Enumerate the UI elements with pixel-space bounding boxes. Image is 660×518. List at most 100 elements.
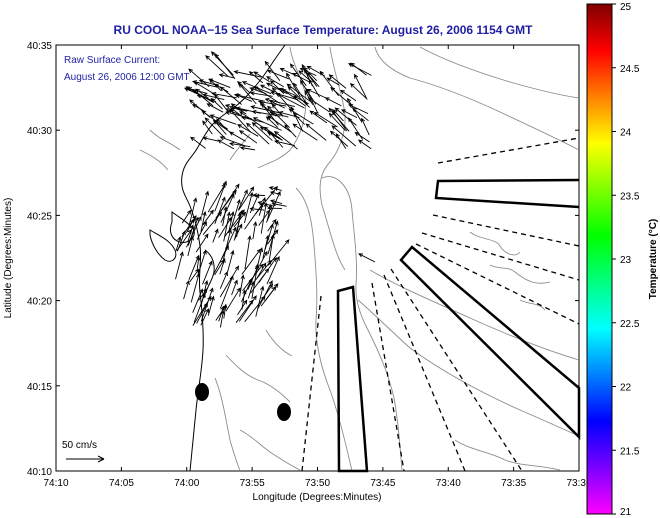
- current-vector: [252, 193, 265, 198]
- current-vector: [304, 90, 314, 105]
- current-vector: [313, 111, 338, 128]
- current-vector: [202, 136, 219, 142]
- current-vector: [269, 190, 281, 195]
- y-axis-ticks: 40:35 40:30 40:25 40:20 40:15 40:10: [27, 41, 579, 478]
- current-vector: [271, 103, 283, 117]
- colorbar-tick-label: 21.5: [620, 446, 640, 457]
- current-vector: [224, 108, 240, 116]
- current-vector: [329, 130, 349, 147]
- current-vector: [217, 139, 235, 150]
- current-vector: [271, 87, 291, 109]
- x-axis-label: Longitude (Degrees:Minutes): [253, 492, 382, 503]
- current-vector: [287, 86, 310, 108]
- current-vector: [292, 123, 318, 141]
- current-vector: [266, 69, 290, 80]
- current-vector: [258, 257, 277, 284]
- current-vector: [202, 93, 225, 101]
- current-vector: [235, 94, 253, 102]
- current-vector: [205, 55, 229, 77]
- colorbar-tick-label: 24: [620, 128, 632, 139]
- current-vector: [266, 76, 284, 88]
- current-vector: [331, 125, 357, 147]
- current-vector: [230, 106, 248, 112]
- current-vector: [239, 111, 264, 129]
- y-axis-label: Latitude (Degrees:Minutes): [3, 198, 14, 319]
- current-vector: [340, 109, 358, 119]
- current-vector: [305, 123, 327, 141]
- bathymetry-contours: [139, 46, 580, 472]
- current-vector: [214, 180, 227, 212]
- current-vector: [300, 79, 317, 105]
- current-vector: [261, 283, 274, 301]
- current-vector: [227, 249, 235, 273]
- sampling-boxes: [336, 178, 581, 473]
- y-tick-label: 40:30: [27, 126, 52, 137]
- current-vector: [220, 183, 240, 212]
- current-vector: [191, 80, 218, 88]
- current-vector: [256, 262, 267, 279]
- colorbar-tick-label: 22.5: [620, 319, 640, 330]
- current-vector: [219, 275, 234, 309]
- current-vector: [238, 295, 257, 322]
- current-vector: [260, 285, 277, 307]
- x-tick-label: 73:30: [566, 478, 591, 489]
- current-vector: [290, 106, 304, 132]
- current-vector: [361, 117, 370, 136]
- current-vector: [241, 248, 262, 275]
- colorbar-tick-label: 22: [620, 383, 632, 394]
- current-vector: [202, 209, 214, 226]
- y-tick-label: 40:20: [27, 297, 52, 308]
- current-vector: [319, 70, 339, 97]
- current-vector: [264, 60, 281, 81]
- current-vector: [267, 131, 282, 141]
- current-vector: [188, 254, 200, 280]
- current-vector: [255, 285, 265, 317]
- current-vector: [258, 209, 271, 226]
- colorbar-tick-label: 24.5: [620, 64, 640, 75]
- map-frame: [55, 44, 580, 472]
- current-vector: [229, 141, 251, 148]
- current-vector: [218, 305, 225, 322]
- current-vector: [278, 87, 297, 97]
- current-vector: [193, 292, 206, 323]
- x-tick-label: 73:55: [240, 478, 265, 489]
- current-vector: [200, 287, 214, 322]
- current-vector: [190, 273, 201, 303]
- current-vector: [219, 86, 242, 105]
- y-tick-label: 40:35: [27, 41, 52, 52]
- current-vector: [187, 235, 194, 257]
- box-north: [434, 178, 580, 209]
- current-vector: [219, 271, 228, 289]
- current-vector: [196, 221, 207, 240]
- current-vector: [192, 288, 204, 313]
- current-vector: [189, 268, 200, 283]
- current-vector: [252, 221, 258, 240]
- current-vector: [292, 73, 311, 83]
- current-vector: [235, 299, 254, 323]
- current-vector: [211, 91, 237, 99]
- current-vector: [354, 131, 370, 143]
- current-vector: [331, 110, 348, 132]
- current-vector: [253, 259, 272, 283]
- current-vector: [187, 87, 208, 94]
- current-vector: [309, 110, 328, 124]
- current-vector: [210, 97, 223, 110]
- current-vector: [243, 191, 254, 224]
- current-vector: [209, 78, 222, 92]
- current-vector: [354, 73, 367, 99]
- scale-arrow: [66, 455, 105, 463]
- x-tick-label: 74:00: [174, 478, 199, 489]
- current-vector: [349, 82, 368, 100]
- current-vector: [201, 190, 210, 216]
- y-tick-label: 40:15: [27, 382, 52, 393]
- buoy-marker-east: [277, 403, 291, 421]
- current-vector: [212, 228, 219, 243]
- current-vector: [237, 189, 248, 211]
- current-vector: [190, 136, 206, 149]
- current-vector: [269, 199, 283, 205]
- colorbar-tick-label: 23.5: [620, 191, 640, 202]
- current-vector: [219, 265, 240, 298]
- current-vector: [202, 260, 213, 285]
- colorbar-tick-label: 21: [620, 507, 632, 518]
- current-vector: [183, 280, 190, 300]
